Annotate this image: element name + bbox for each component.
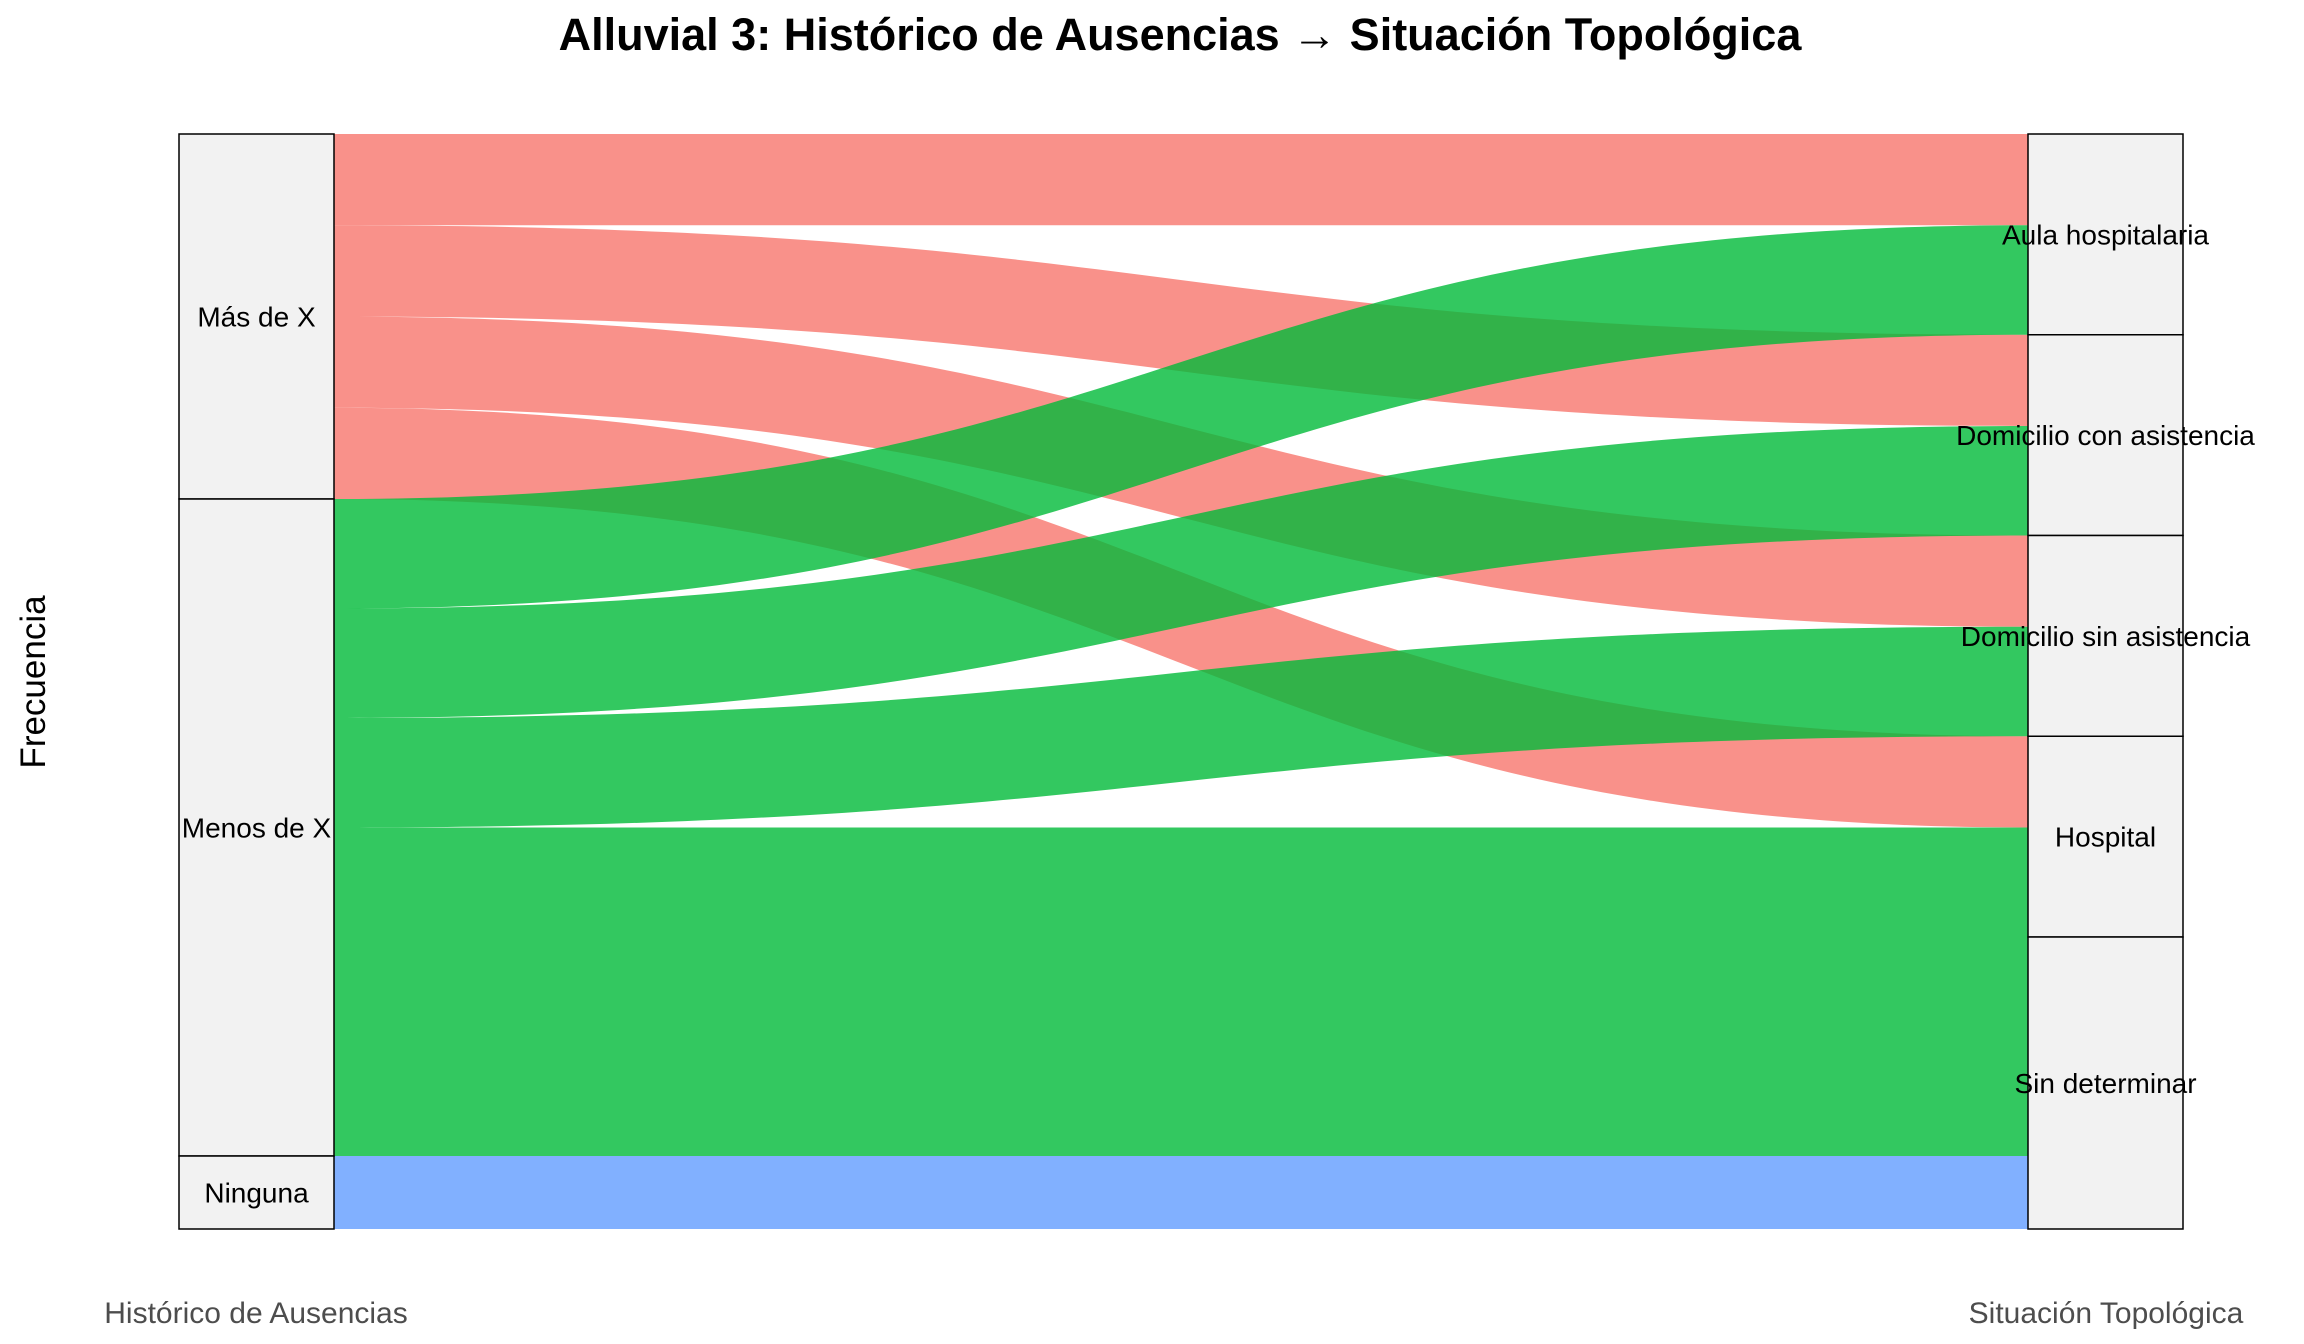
strata-layer: Más de X Menos de X Ninguna Aula hospitalar… [178, 133, 2255, 1230]
right-stratum-label-4: Hospital [2055, 822, 2156, 853]
flow-7 [334, 626, 2028, 828]
flow-10 [334, 1156, 2028, 1229]
flow-5 [334, 225, 2028, 609]
right-stratum-label-2: Domicilio con asistencia [1956, 420, 2255, 451]
flow-2 [334, 225, 2028, 426]
flows-layer [334, 134, 2028, 1229]
right-stratum-label-5: Sin determinar [2014, 1068, 2196, 1099]
right-stratum-4 [2027, 735, 2184, 938]
flow-9 [334, 937, 2028, 1156]
right-stratum-2 [2027, 334, 2184, 537]
right-stratum-5 [2027, 936, 2184, 1230]
chart-title: Alluvial 3: Histórico de Ausencias → Sit… [559, 9, 1803, 60]
left-stratum-label-3: Ninguna [204, 1178, 309, 1209]
flow-1 [334, 134, 2028, 226]
left-stratum-label-2: Menos de X [182, 813, 332, 844]
left-stratum-label-1: Más de X [197, 302, 316, 333]
x-axis-label-left: Histórico de Ausencias [104, 1297, 408, 1330]
y-axis-label: Frecuencia [14, 595, 53, 769]
flow-8 [334, 827, 2028, 937]
flow-6 [334, 426, 2028, 718]
right-stratum-label-1: Aula hospitalaria [2002, 219, 2209, 250]
left-stratum-3 [178, 1155, 335, 1230]
x-axis-label-right: Situación Topológica [1969, 1297, 2244, 1330]
right-stratum-label-3: Domicilio sin asistencia [1961, 621, 2251, 652]
right-stratum-1 [2027, 133, 2184, 336]
